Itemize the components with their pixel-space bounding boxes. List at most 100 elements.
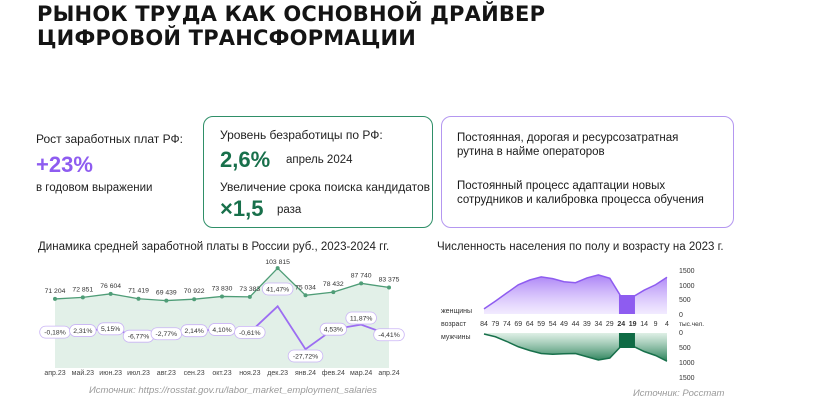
age-label: 29: [606, 321, 614, 328]
female-area: [484, 274, 667, 314]
page-title: РЫНОК ТРУДА КАК ОСНОВНОЙ ДРАЙВЕР ЦИФРОВО…: [37, 2, 546, 50]
male-line: [483, 333, 668, 362]
wage-point: [53, 296, 57, 301]
wage-label: 71 419: [128, 288, 149, 295]
x-tick-label: фев.24: [322, 370, 345, 377]
wage-point: [247, 294, 252, 299]
y-tick-top: 1500: [679, 268, 695, 275]
male-area: [484, 333, 667, 362]
wage-point: [80, 295, 85, 300]
y-tick-top: 0: [679, 312, 683, 319]
y-tick-top: 1000: [679, 283, 695, 290]
wage-label: 103 815: [265, 259, 290, 266]
search-time-unit: раза: [277, 204, 302, 216]
growth-pill: [69, 324, 97, 337]
wage-point: [303, 293, 308, 298]
x-tick-label: ноя.23: [239, 370, 260, 377]
unemployment-label: Уровень безработицы по РФ:: [220, 128, 383, 142]
female-line: [483, 274, 668, 310]
wage-label: 83 375: [379, 276, 400, 283]
wage-point: [192, 297, 197, 302]
wage-label: 72 851: [72, 286, 93, 293]
y-tick-bottom: 0: [679, 330, 683, 337]
growth-pill: [97, 322, 125, 336]
wage-point: [359, 281, 364, 286]
x-tick-label: авг.23: [157, 370, 176, 377]
age-label: 64: [526, 321, 534, 328]
growth-label: 2,31%: [73, 328, 92, 335]
wages-sub: в годовом выражении: [36, 182, 153, 194]
wage-label: 75 034: [295, 284, 316, 291]
growth-label: 4,10%: [212, 327, 231, 334]
age-label: 44: [572, 321, 580, 328]
wage-point: [387, 285, 391, 290]
search-time-value: ×1,5: [220, 196, 264, 221]
wage-label: 87 740: [351, 272, 372, 279]
age-label: 39: [583, 321, 591, 328]
growth-pill: [373, 328, 405, 342]
age-row-label: возраст: [441, 321, 467, 328]
male-legend: мужчины: [441, 334, 471, 341]
wage-label: 73 830: [212, 285, 233, 292]
wage-point: [275, 266, 280, 271]
wage-point: [136, 296, 141, 301]
highlight-male-bar: [618, 333, 635, 348]
age-label: 34: [594, 321, 602, 328]
x-tick-label: апр.24: [378, 370, 399, 377]
growth-label: -0,61%: [239, 330, 261, 337]
wage-point: [164, 298, 169, 303]
growth-label: -4,41%: [378, 332, 400, 339]
growth-label: 11,87%: [350, 315, 373, 322]
population-chart-title: Численность населения по полу и возрасту…: [437, 241, 724, 253]
wage-label: 78 432: [323, 281, 344, 288]
growth-pill: [261, 282, 294, 296]
x-tick-label: июн.23: [99, 370, 122, 377]
age-label: 19: [629, 321, 637, 328]
growth-label: -6,77%: [128, 334, 150, 341]
age-label: 74: [503, 321, 511, 328]
growth-pill: [345, 311, 377, 325]
y-tick-bottom: 1000: [679, 360, 695, 367]
female-legend: женщины: [441, 308, 472, 315]
salary-chart: 71 204 -0,18% апр.23 72 851 2,31% май.23 76 60…: [39, 259, 405, 377]
wage-point: [331, 290, 336, 295]
unemployment-card: Уровень безработицы по РФ: 2,6% апрель 2…: [203, 116, 433, 228]
wage-point: [108, 291, 113, 296]
x-tick-label: сен.23: [184, 370, 205, 377]
growth-label: 41,47%: [266, 286, 289, 293]
growth-label: 2,14%: [185, 328, 204, 335]
growth-label: 4,53%: [324, 327, 343, 334]
problem-onboarding-text: Постоянный процесс адаптации новых сотру…: [457, 180, 704, 206]
growth-label: -0,18%: [44, 330, 66, 337]
salary-chart-title: Динамика средней заработной платы в Росс…: [38, 241, 390, 253]
growth-pill: [287, 349, 324, 363]
population-chart: 84 79 74 69 64 59 54 49 44 39 34 29 24 19 14 9 4 возраст ж…: [441, 268, 704, 382]
age-label: 69: [514, 321, 522, 328]
y-tick-bottom: 500: [679, 345, 691, 352]
age-label: 14: [640, 321, 648, 328]
unit-label: тыс.чел.: [679, 321, 704, 328]
growth-pill: [234, 325, 266, 339]
wage-label: 73 383: [239, 286, 260, 293]
x-tick-label: апр.23: [44, 370, 65, 377]
wages-label: Рост заработных плат РФ:: [36, 132, 183, 146]
wage-label: 70 922: [184, 288, 205, 295]
wage-label: 76 604: [100, 283, 121, 290]
search-time-label: Увеличение срока поиска кандидатов: [220, 180, 431, 194]
age-label: 9: [654, 321, 658, 328]
growth-pill: [180, 324, 208, 338]
age-label: 49: [560, 321, 568, 328]
age-label: 59: [537, 321, 545, 328]
unemployment-value: 2,6%: [220, 147, 271, 172]
problem-hiring-text: Постоянная, дорогая и ресурсозатратная р…: [457, 132, 679, 158]
unemployment-date: апрель 2024: [286, 154, 353, 166]
age-label: 79: [492, 321, 500, 328]
x-tick-label: окт.23: [212, 370, 231, 377]
highlight-female-bar: [618, 295, 635, 314]
growth-pill: [319, 322, 347, 336]
problems-card: Постоянная, дорогая и ресурсозатратная р…: [441, 116, 734, 228]
age-label: 54: [549, 321, 557, 328]
age-label: 4: [665, 321, 669, 328]
x-tick-label: июл.23: [127, 370, 150, 377]
age-label: 84: [480, 321, 488, 328]
